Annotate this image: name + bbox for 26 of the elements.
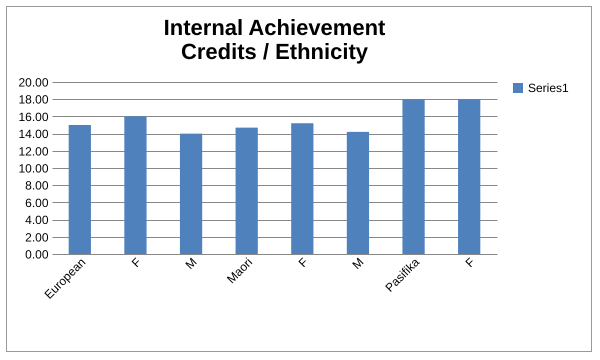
- bar: [180, 134, 202, 254]
- x-tick-label: F: [296, 255, 311, 270]
- y-tick-label: 4.00: [25, 213, 49, 228]
- x-tick-label: M: [182, 255, 200, 272]
- y-tick-label: 2.00: [25, 230, 49, 244]
- y-tick-label: 6.00: [25, 196, 49, 210]
- y-tick-label: 10.00: [18, 162, 49, 176]
- legend-label: Series1: [528, 81, 570, 95]
- y-tick-label: 16.00: [18, 110, 49, 124]
- bar: [346, 132, 370, 254]
- bar: [68, 125, 91, 254]
- chart-title: Internal Achievement Credits / Ethnicity: [164, 15, 386, 64]
- bar: [402, 99, 425, 254]
- y-tick-label: 18.00: [18, 92, 49, 107]
- bar: [124, 116, 147, 254]
- y-tick-label: 12.00: [18, 144, 49, 158]
- y-tick-label: 20.00: [18, 76, 49, 90]
- y-tick-label: 14.00: [18, 127, 49, 142]
- bar: [236, 128, 258, 254]
- x-tick-label: F: [128, 255, 144, 270]
- x-tick-label: M: [349, 255, 366, 272]
- bar: [458, 99, 480, 254]
- y-tick-label: 0.00: [25, 248, 49, 262]
- y-tick-label: 8.00: [25, 178, 49, 193]
- bar: [291, 123, 314, 254]
- x-tick-label: F: [462, 255, 478, 270]
